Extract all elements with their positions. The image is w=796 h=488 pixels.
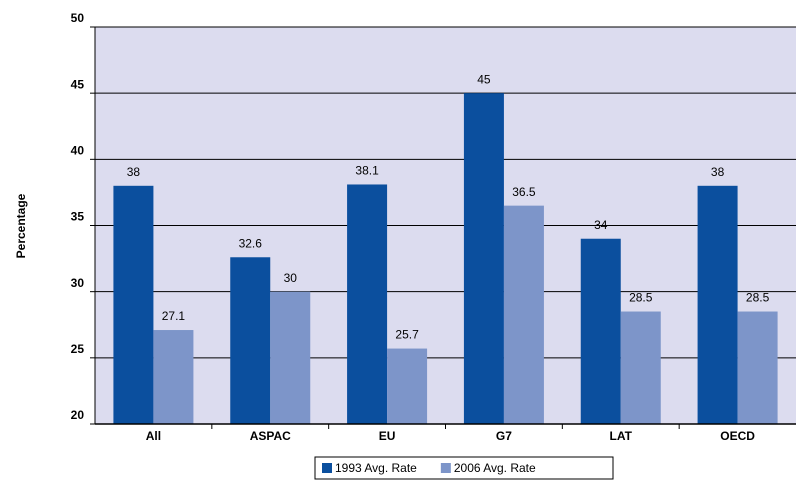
- legend-swatch: [322, 463, 332, 473]
- legend-swatch: [440, 463, 451, 473]
- y-tick-label: 30: [71, 276, 85, 290]
- bar: [697, 185, 738, 424]
- y-tick-label: 50: [71, 11, 85, 25]
- bar: [387, 348, 428, 424]
- bar: [463, 93, 504, 425]
- value-label: 38: [127, 165, 141, 179]
- bar: [620, 311, 661, 424]
- bar: [347, 184, 388, 424]
- bar: [503, 205, 544, 424]
- value-label: 34: [594, 218, 608, 232]
- y-axis-label: Percentage: [14, 193, 28, 258]
- value-label: 27.1: [162, 309, 186, 323]
- bar: [113, 185, 154, 424]
- x-tick-label: All: [146, 429, 161, 443]
- bar: [737, 311, 778, 424]
- bar: [270, 291, 311, 424]
- legend-label: 2006 Avg. Rate: [454, 461, 536, 475]
- legend-box: [314, 456, 614, 480]
- legend-label: 1993 Avg. Rate: [335, 461, 417, 475]
- y-tick-label: 20: [71, 408, 85, 422]
- value-label: 45: [477, 72, 491, 86]
- value-label: 38.1: [355, 164, 379, 178]
- y-tick-label: 35: [71, 210, 85, 224]
- x-tick-label: G7: [496, 429, 512, 443]
- x-tick-label: ASPAC: [250, 429, 291, 443]
- value-label: 28.5: [746, 291, 770, 305]
- value-label: 28.5: [629, 291, 653, 305]
- bar: [580, 238, 621, 424]
- bar: [153, 330, 194, 424]
- value-label: 25.7: [395, 328, 419, 342]
- y-tick-label: 40: [71, 144, 85, 158]
- value-label: 30: [284, 271, 298, 285]
- y-tick-label: 25: [71, 342, 85, 356]
- bar: [230, 257, 271, 424]
- x-tick-label: OECD: [720, 429, 755, 443]
- value-label: 32.6: [239, 236, 263, 250]
- x-tick-label: EU: [379, 429, 396, 443]
- y-tick-label: 45: [71, 77, 85, 91]
- x-tick-label: LAT: [610, 429, 633, 443]
- value-label: 38: [711, 165, 725, 179]
- value-label: 36.5: [512, 185, 536, 199]
